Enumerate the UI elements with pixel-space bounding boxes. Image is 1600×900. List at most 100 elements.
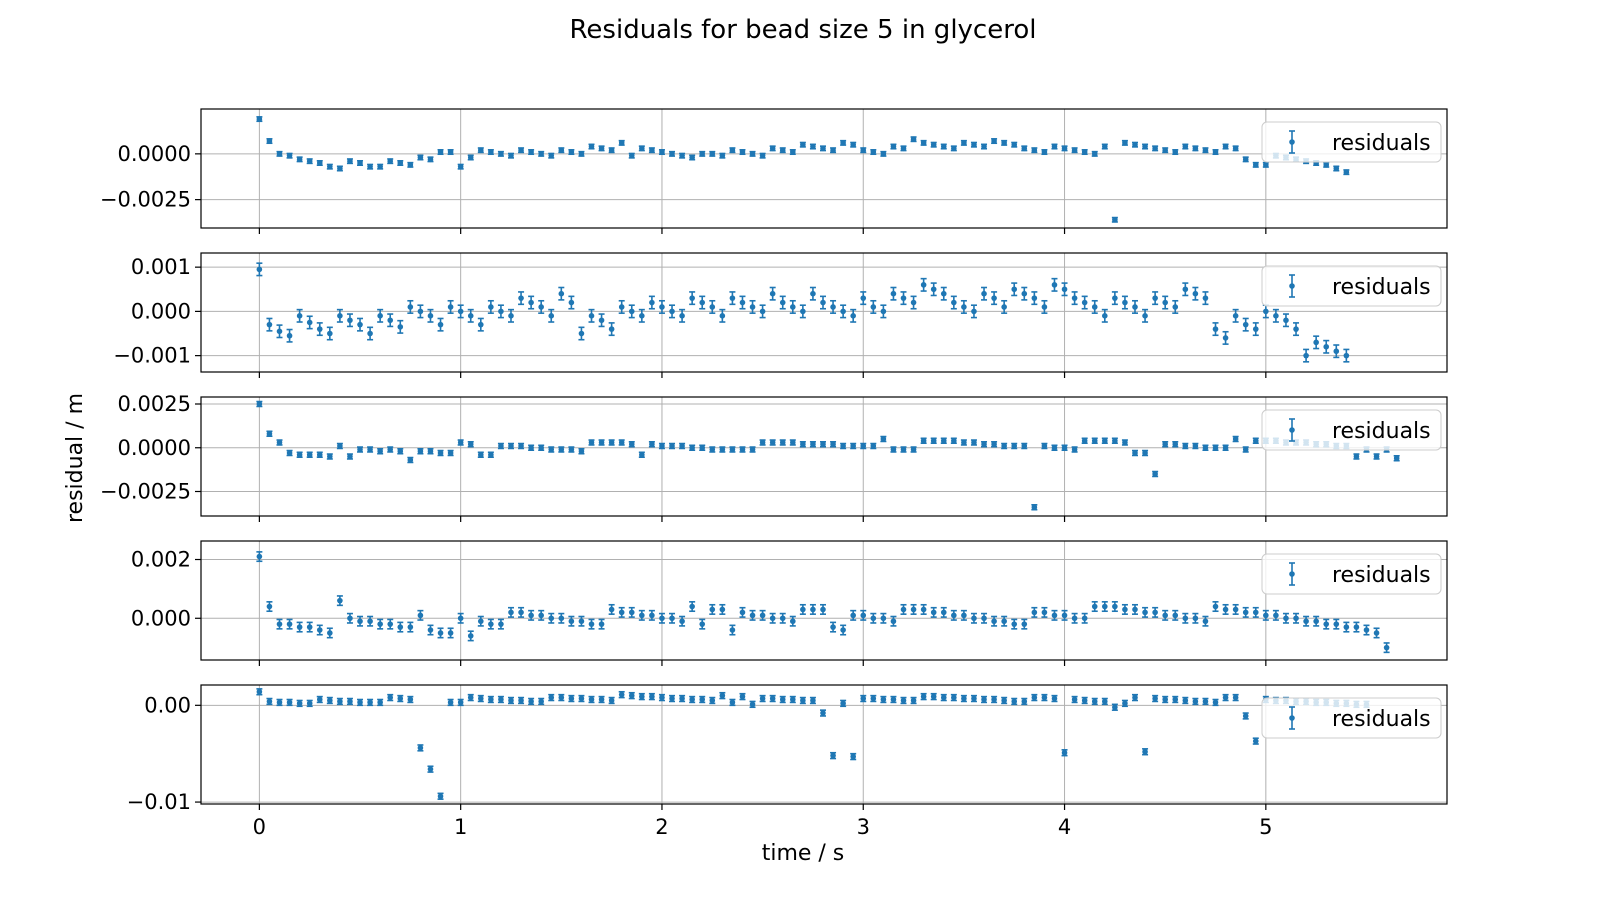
data-point (528, 609, 535, 621)
marker (467, 441, 474, 448)
marker (387, 621, 394, 627)
data-point (991, 695, 998, 704)
marker (598, 317, 605, 324)
data-point (538, 150, 545, 157)
x-tick-label: 4 (1058, 815, 1071, 839)
marker (1011, 443, 1018, 449)
data-point (608, 147, 615, 154)
data-point (1172, 609, 1179, 621)
data-point (387, 446, 394, 453)
marker (467, 694, 474, 701)
data-point (568, 446, 575, 453)
data-point (739, 606, 746, 618)
legend-marker (1289, 427, 1295, 433)
marker (1182, 443, 1189, 449)
marker (890, 446, 897, 453)
data-point (1041, 606, 1048, 618)
data-point (1232, 693, 1239, 702)
marker (477, 147, 484, 153)
marker (467, 313, 474, 319)
marker (276, 439, 283, 446)
marker (467, 633, 474, 639)
marker (1081, 437, 1088, 444)
marker (1293, 326, 1299, 332)
data-point (538, 444, 545, 452)
marker (1031, 609, 1038, 616)
data-point (769, 439, 776, 446)
data-point (1192, 442, 1199, 450)
data-point (1333, 165, 1340, 172)
marker (347, 698, 353, 705)
marker (316, 326, 323, 332)
marker (457, 163, 464, 170)
marker (1051, 444, 1058, 451)
data-point (890, 143, 897, 150)
data-point (1142, 606, 1149, 618)
marker (820, 145, 826, 152)
marker (759, 439, 766, 446)
data-point (518, 291, 525, 306)
marker (840, 140, 846, 146)
marker (699, 444, 706, 451)
data-point (1121, 439, 1128, 446)
marker (789, 149, 796, 155)
marker (910, 606, 917, 613)
marker (256, 688, 263, 695)
data-point (658, 149, 665, 156)
data-point (1121, 295, 1128, 310)
data-point (266, 317, 273, 332)
marker (669, 615, 675, 622)
data-point (1323, 161, 1330, 168)
marker (639, 693, 645, 700)
marker (427, 156, 434, 163)
marker (1283, 317, 1289, 324)
data-point (1071, 147, 1078, 154)
marker (800, 697, 806, 704)
data-point (507, 442, 514, 450)
data-point (1242, 446, 1249, 453)
data-point (830, 299, 837, 314)
marker (367, 330, 373, 337)
marker (256, 553, 263, 560)
data-point (407, 161, 414, 168)
data-point (900, 291, 907, 306)
marker (367, 699, 373, 706)
marker (1051, 695, 1058, 702)
data-point (427, 156, 434, 163)
data-point (1111, 703, 1118, 711)
marker (1202, 618, 1209, 625)
data-point (497, 442, 504, 450)
marker (830, 304, 836, 310)
data-point (719, 152, 726, 159)
data-point (940, 693, 947, 702)
data-point (608, 696, 615, 705)
data-point (850, 442, 857, 450)
data-point (598, 695, 605, 704)
data-point (487, 695, 494, 704)
data-point (487, 149, 494, 156)
marker (316, 160, 323, 166)
marker (639, 313, 645, 319)
marker (427, 313, 434, 319)
data-point (819, 709, 826, 717)
data-point (900, 603, 907, 615)
data-point (447, 627, 454, 639)
data-point (749, 609, 756, 621)
marker (830, 752, 836, 759)
data-point (970, 694, 977, 703)
data-point (437, 792, 444, 800)
marker (940, 290, 947, 297)
data-point (467, 693, 474, 702)
marker (578, 695, 585, 702)
marker (538, 612, 544, 619)
marker (719, 692, 726, 699)
marker (900, 295, 907, 301)
data-point (256, 688, 263, 696)
data-point (1081, 696, 1088, 705)
marker (1142, 313, 1148, 319)
data-point (920, 437, 927, 445)
marker (1343, 624, 1350, 630)
data-point (729, 291, 736, 306)
marker (437, 149, 444, 155)
marker (578, 618, 585, 625)
